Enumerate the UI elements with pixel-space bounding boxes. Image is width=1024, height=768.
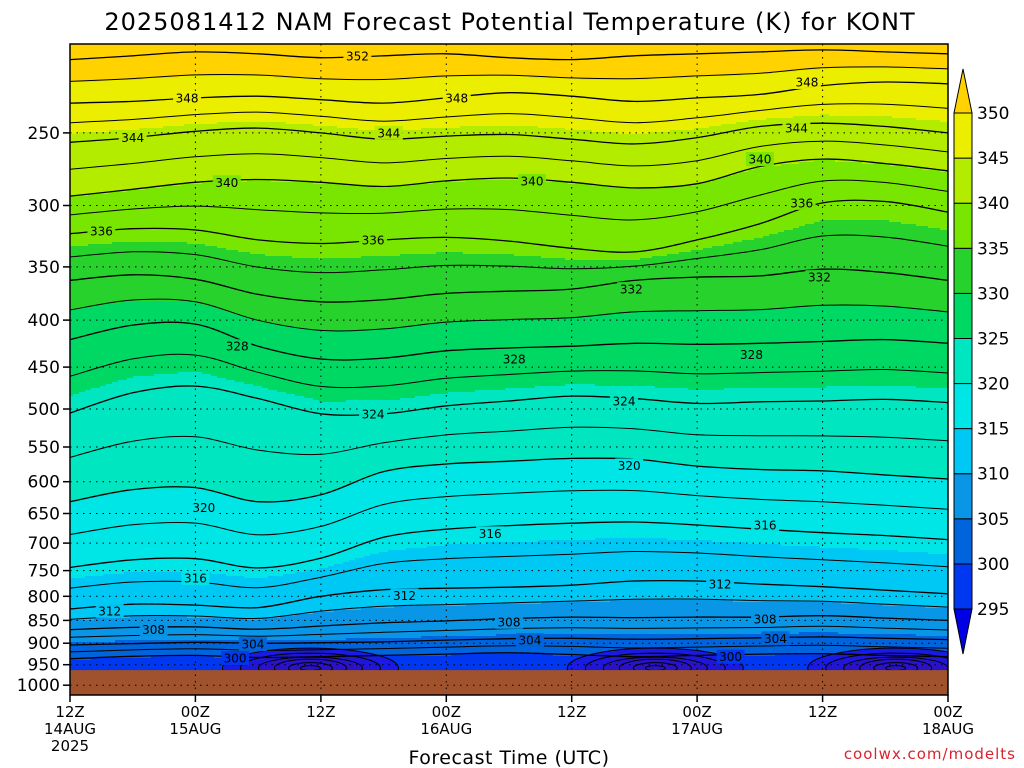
chart-title: 2025081412 NAM Forecast Potential Temper…	[104, 8, 915, 36]
